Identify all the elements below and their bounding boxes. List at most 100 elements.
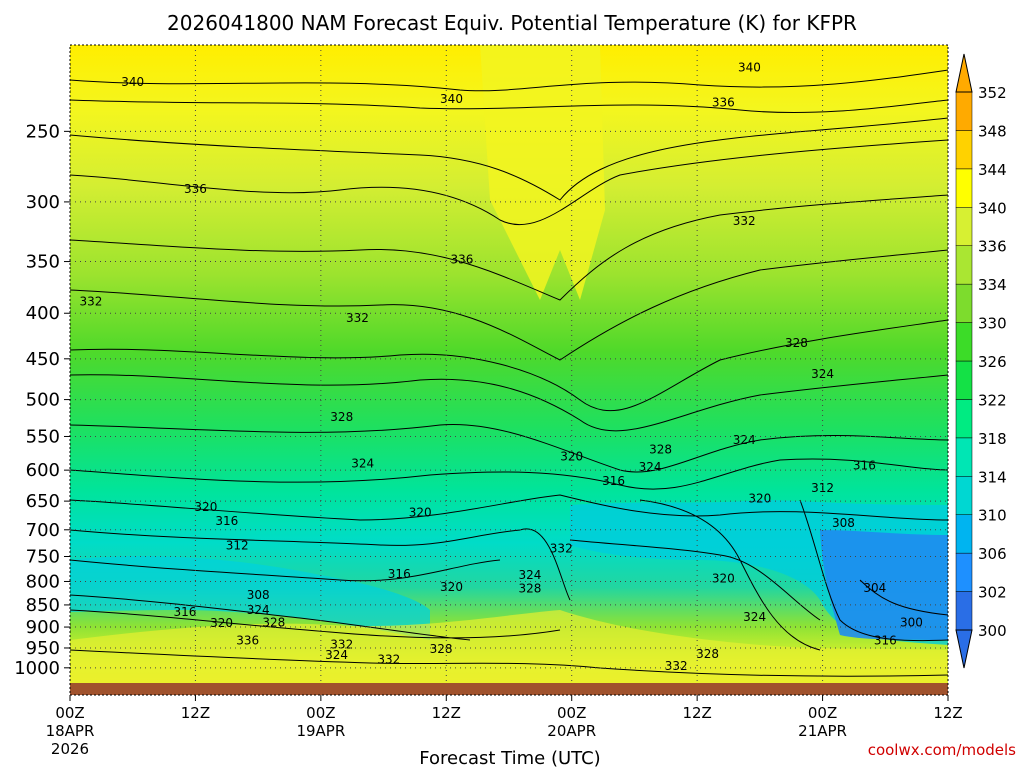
contour-label: 328 <box>330 410 353 424</box>
y-tick-label: 400 <box>26 303 60 324</box>
colorbar-label: 340 <box>978 199 1007 217</box>
contour-label: 340 <box>738 61 761 75</box>
contour-label: 316 <box>602 474 625 488</box>
y-tick-label: 300 <box>26 192 60 213</box>
contour-label: 336 <box>184 182 207 196</box>
colorbar-swatch <box>955 130 973 170</box>
x-tick-label: 00Z <box>55 704 84 722</box>
y-tick-label: 900 <box>26 617 60 638</box>
y-tick-label: 500 <box>26 390 60 411</box>
contour-label: 336 <box>236 634 259 648</box>
colorbar-swatch <box>955 91 973 131</box>
colorbar-label: 318 <box>978 430 1007 448</box>
contour-label: 332 <box>330 637 353 651</box>
colorbar-swatch <box>955 437 973 477</box>
terrain-bar-visible <box>70 683 948 695</box>
contour-label: 308 <box>832 516 855 530</box>
x-tick-date: 20APR <box>547 722 596 740</box>
contour-label: 324 <box>639 460 662 474</box>
colorbar-label: 314 <box>978 468 1007 486</box>
contours <box>70 69 948 677</box>
colorbar-label: 330 <box>978 315 1007 333</box>
contour-label: 328 <box>785 336 808 350</box>
contour-label: 332 <box>79 294 102 308</box>
colorbar-label: 302 <box>978 584 1007 602</box>
colorbar-label: 348 <box>978 122 1007 140</box>
colorbar-swatch <box>955 168 973 208</box>
y-tick-label: 750 <box>26 546 60 567</box>
contour-label: 324 <box>247 603 270 617</box>
x-tick-label: 12Z <box>432 704 461 722</box>
y-tick-label: 700 <box>26 520 60 541</box>
contour-label: 324 <box>518 568 541 582</box>
contour-label: 328 <box>696 647 719 661</box>
colorbar-label: 352 <box>978 84 1007 102</box>
colorbar-label: 334 <box>978 276 1007 294</box>
plot-area: 3403403403363363363323323323283243283283… <box>70 45 948 683</box>
x-tick-date: 21APR <box>798 722 847 740</box>
contour-label: 324 <box>351 457 374 471</box>
colorbar-swatch <box>955 552 973 592</box>
contour-label: 320 <box>409 505 432 519</box>
y-tick-label: 350 <box>26 252 60 273</box>
contour-label: 320 <box>194 500 217 514</box>
y-tick-label: 450 <box>26 349 60 370</box>
contour-label: 328 <box>518 582 541 596</box>
contour-label: 304 <box>863 581 886 595</box>
contour-label: 316 <box>215 514 238 528</box>
x-tick-label: 00Z <box>557 704 586 722</box>
credit-text: coolwx.com/models <box>868 741 1016 759</box>
x-tick-label: 12Z <box>181 704 210 722</box>
cold-pool-east <box>820 530 948 640</box>
x-tick-date: 18APR <box>46 722 95 740</box>
contour-label: 332 <box>346 311 369 325</box>
colorbar-swatch <box>955 245 973 285</box>
contour-label: 320 <box>440 580 463 594</box>
contour-label: 320 <box>712 572 735 586</box>
colorbar-swatch <box>955 399 973 439</box>
y-axis: 2503003504004505005506006507007508008509… <box>14 121 70 679</box>
x-tick-year: 2026 <box>51 740 89 758</box>
colorbar-swatch <box>955 514 973 554</box>
colorbar-label: 310 <box>978 507 1007 525</box>
contour-label: 324 <box>743 610 766 624</box>
x-tick-label: 00Z <box>306 704 335 722</box>
contour-label: 324 <box>733 433 756 447</box>
colorbar-swatch <box>955 360 973 400</box>
contour-label: 332 <box>733 214 756 228</box>
colorbar-swatch <box>955 283 973 323</box>
y-tick-label: 600 <box>26 460 60 481</box>
y-tick-label: 550 <box>26 426 60 447</box>
low-theta-layer-west <box>70 555 430 640</box>
colorbar: 352 348 344 340 336 334 330 326 322 318 314 310 306 3… <box>955 53 1007 669</box>
colorbar-arrow-top <box>955 53 973 93</box>
colorbar-label: 300 <box>978 622 1007 640</box>
contour-label: 312 <box>811 481 834 495</box>
contour-label: 332 <box>550 542 573 556</box>
contour-label: 312 <box>226 539 249 553</box>
colorbar-label: 336 <box>978 238 1007 256</box>
x-tick-label: 00Z <box>808 704 837 722</box>
contour-label: 332 <box>377 653 400 667</box>
colorbar-swatch <box>955 322 973 362</box>
contour-label: 328 <box>262 616 285 630</box>
contour-label: 320 <box>560 449 583 463</box>
contour-label: 316 <box>853 459 876 473</box>
colorbar-swatch <box>955 207 973 246</box>
contour-label: 320 <box>748 492 771 506</box>
contour-label: 336 <box>712 95 735 109</box>
dry-tongue-upper <box>480 45 605 300</box>
contour-label: 316 <box>174 605 197 619</box>
colorbar-label: 326 <box>978 353 1007 371</box>
y-tick-label: 1000 <box>14 658 60 679</box>
contour-label: 336 <box>451 252 474 266</box>
y-tick-label: 950 <box>26 638 60 659</box>
colorbar-label: 344 <box>978 161 1007 179</box>
contour-label: 308 <box>247 588 270 602</box>
x-axis-label: Forecast Time (UTC) <box>419 748 600 768</box>
colorbar-label: 306 <box>978 545 1007 563</box>
contour-label: 316 <box>874 634 897 648</box>
